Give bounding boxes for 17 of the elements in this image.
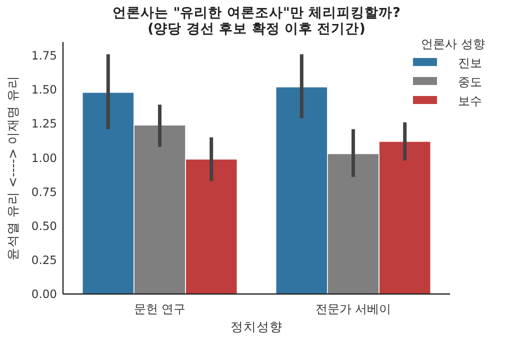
y-tick-label: 0.75 [31,184,57,199]
x-axis-title: 정치성향 [230,319,282,334]
y-axis-title: 윤석열 유리 <----> 이재명 유리 [5,76,20,260]
y-tick-label: 0.00 [31,287,57,301]
y-tick-label: 1.00 [31,150,57,165]
legend-label: 진보 [458,56,482,70]
y-tick-label: 1.75 [31,48,57,63]
chart-title: 언론사는 "유리한 여론조사"만 체리피킹할까? (양당 경선 후보 확정 이후 전기간) [112,5,400,37]
y-tick-label: 1.50 [31,82,57,97]
legend-label: 보수 [458,94,482,108]
x-tick-label: 전문가 서베이 [315,302,392,316]
legend-label: 중도 [458,75,482,89]
x-tick-label: 문헌 연구 [134,302,186,316]
y-tick-label: 0.25 [31,252,57,267]
legend-title: 언론사 성향 [421,37,485,51]
y-tick-label: 0.50 [31,218,57,233]
y-tick-label: 1.25 [31,116,57,131]
